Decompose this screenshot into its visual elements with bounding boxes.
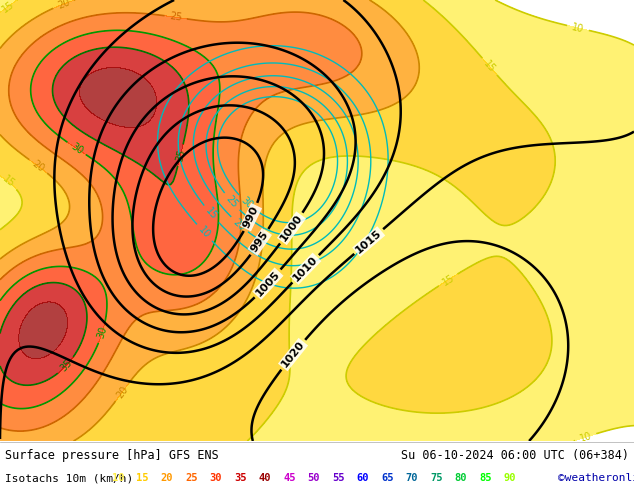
Text: ©weatheronline.co.uk: ©weatheronline.co.uk xyxy=(558,473,634,483)
Text: 30: 30 xyxy=(68,141,84,156)
Text: 40: 40 xyxy=(259,473,271,483)
Text: 50: 50 xyxy=(307,473,320,483)
Text: 35: 35 xyxy=(234,473,247,483)
Text: 15: 15 xyxy=(482,58,497,74)
Text: 55: 55 xyxy=(332,473,345,483)
Text: 25: 25 xyxy=(185,473,198,483)
Text: 35: 35 xyxy=(58,358,74,373)
Text: 25: 25 xyxy=(224,194,240,210)
Text: 20: 20 xyxy=(231,217,247,232)
Text: 1015: 1015 xyxy=(354,228,384,255)
Text: 35: 35 xyxy=(174,148,187,162)
Text: Surface pressure [hPa] GFS ENS: Surface pressure [hPa] GFS ENS xyxy=(5,448,219,462)
Text: 20: 20 xyxy=(161,473,173,483)
Text: 60: 60 xyxy=(357,473,369,483)
Text: 30: 30 xyxy=(210,473,223,483)
Text: 90: 90 xyxy=(504,473,516,483)
Text: 10: 10 xyxy=(112,473,124,483)
Text: 65: 65 xyxy=(381,473,394,483)
Text: 10: 10 xyxy=(571,22,585,34)
Text: 10: 10 xyxy=(578,430,593,444)
Text: 15: 15 xyxy=(0,174,16,190)
Text: 85: 85 xyxy=(479,473,492,483)
Text: 1005: 1005 xyxy=(254,269,282,298)
Text: 995: 995 xyxy=(249,229,271,254)
Text: 1010: 1010 xyxy=(291,254,320,283)
Text: 1020: 1020 xyxy=(280,340,307,369)
Text: 20: 20 xyxy=(115,384,130,400)
Text: 45: 45 xyxy=(283,473,295,483)
Text: 10: 10 xyxy=(197,225,212,241)
Text: 1000: 1000 xyxy=(278,213,304,244)
Text: 15: 15 xyxy=(204,206,219,222)
Text: Isotachs 10m (km/h): Isotachs 10m (km/h) xyxy=(5,473,133,483)
Text: Su 06-10-2024 06:00 UTC (06+384): Su 06-10-2024 06:00 UTC (06+384) xyxy=(401,448,629,462)
Text: 20: 20 xyxy=(56,0,71,11)
Text: 70: 70 xyxy=(406,473,418,483)
Text: 15: 15 xyxy=(136,473,149,483)
Text: 75: 75 xyxy=(430,473,443,483)
Text: 80: 80 xyxy=(455,473,467,483)
Text: 25: 25 xyxy=(169,11,183,23)
Text: 30: 30 xyxy=(96,325,109,340)
Text: 20: 20 xyxy=(30,159,46,174)
Text: 15: 15 xyxy=(0,0,16,14)
Text: 990: 990 xyxy=(242,204,261,230)
Text: 30: 30 xyxy=(239,195,255,211)
Text: 15: 15 xyxy=(440,272,456,288)
